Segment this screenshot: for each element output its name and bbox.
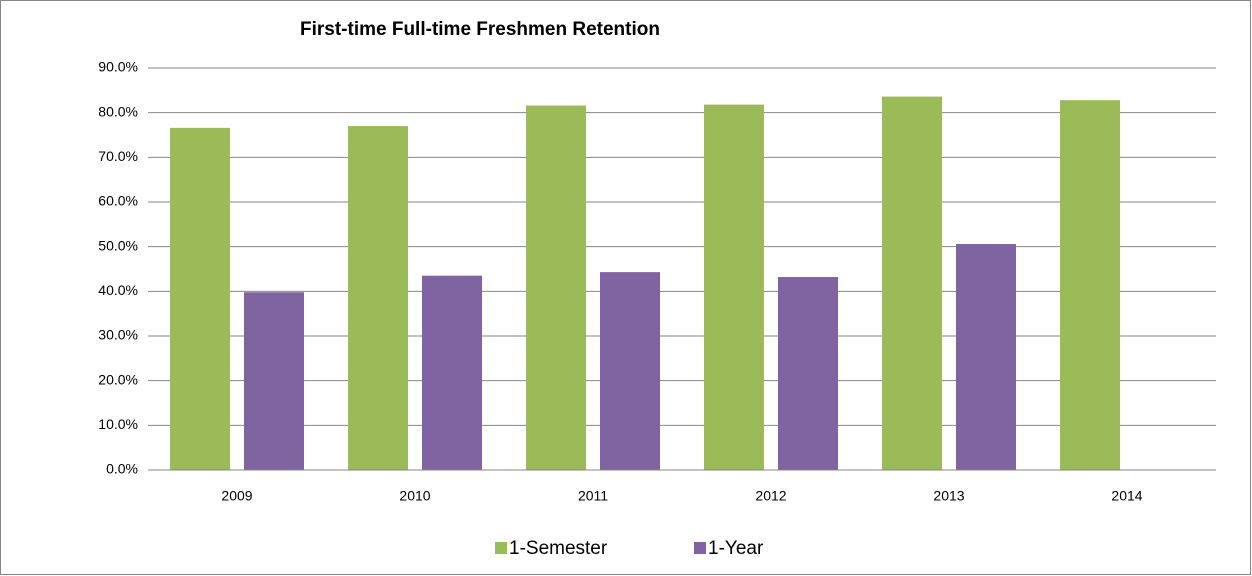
x-tick-label: 2013 <box>933 488 964 504</box>
y-tick-label: 90.0% <box>98 59 138 75</box>
bar <box>956 243 1016 470</box>
chart-title: First-time Full-time Freshmen Retention <box>300 19 660 40</box>
y-tick-label: 60.0% <box>98 193 138 209</box>
bar <box>1060 100 1120 470</box>
y-tick-label: 40.0% <box>98 282 138 298</box>
bar <box>170 127 230 470</box>
bar <box>882 96 942 470</box>
x-tick-label: 2012 <box>755 488 786 504</box>
bar <box>244 292 304 470</box>
y-tick-label: 10.0% <box>98 416 138 432</box>
bar <box>422 275 482 470</box>
legend-swatch <box>495 542 507 554</box>
y-tick-label: 20.0% <box>98 371 138 387</box>
x-tick-label: 2010 <box>399 488 430 504</box>
y-tick-label: 70.0% <box>98 148 138 164</box>
x-tick-label: 2009 <box>221 488 252 504</box>
bar <box>704 104 764 471</box>
y-tick-label: 0.0% <box>106 461 138 477</box>
x-tick-label: 2011 <box>578 488 608 504</box>
bar <box>526 105 586 471</box>
y-tick-label: 50.0% <box>98 237 138 253</box>
bar <box>600 272 660 470</box>
y-tick-label: 80.0% <box>98 103 138 119</box>
bar <box>348 126 408 471</box>
legend-label: 1-Year <box>708 538 764 559</box>
y-tick-label: 30.0% <box>98 327 138 343</box>
legend-label: 1-Semester <box>509 538 608 559</box>
bar <box>778 277 838 470</box>
x-tick-label: 2014 <box>1111 488 1142 504</box>
legend-swatch <box>694 542 706 554</box>
